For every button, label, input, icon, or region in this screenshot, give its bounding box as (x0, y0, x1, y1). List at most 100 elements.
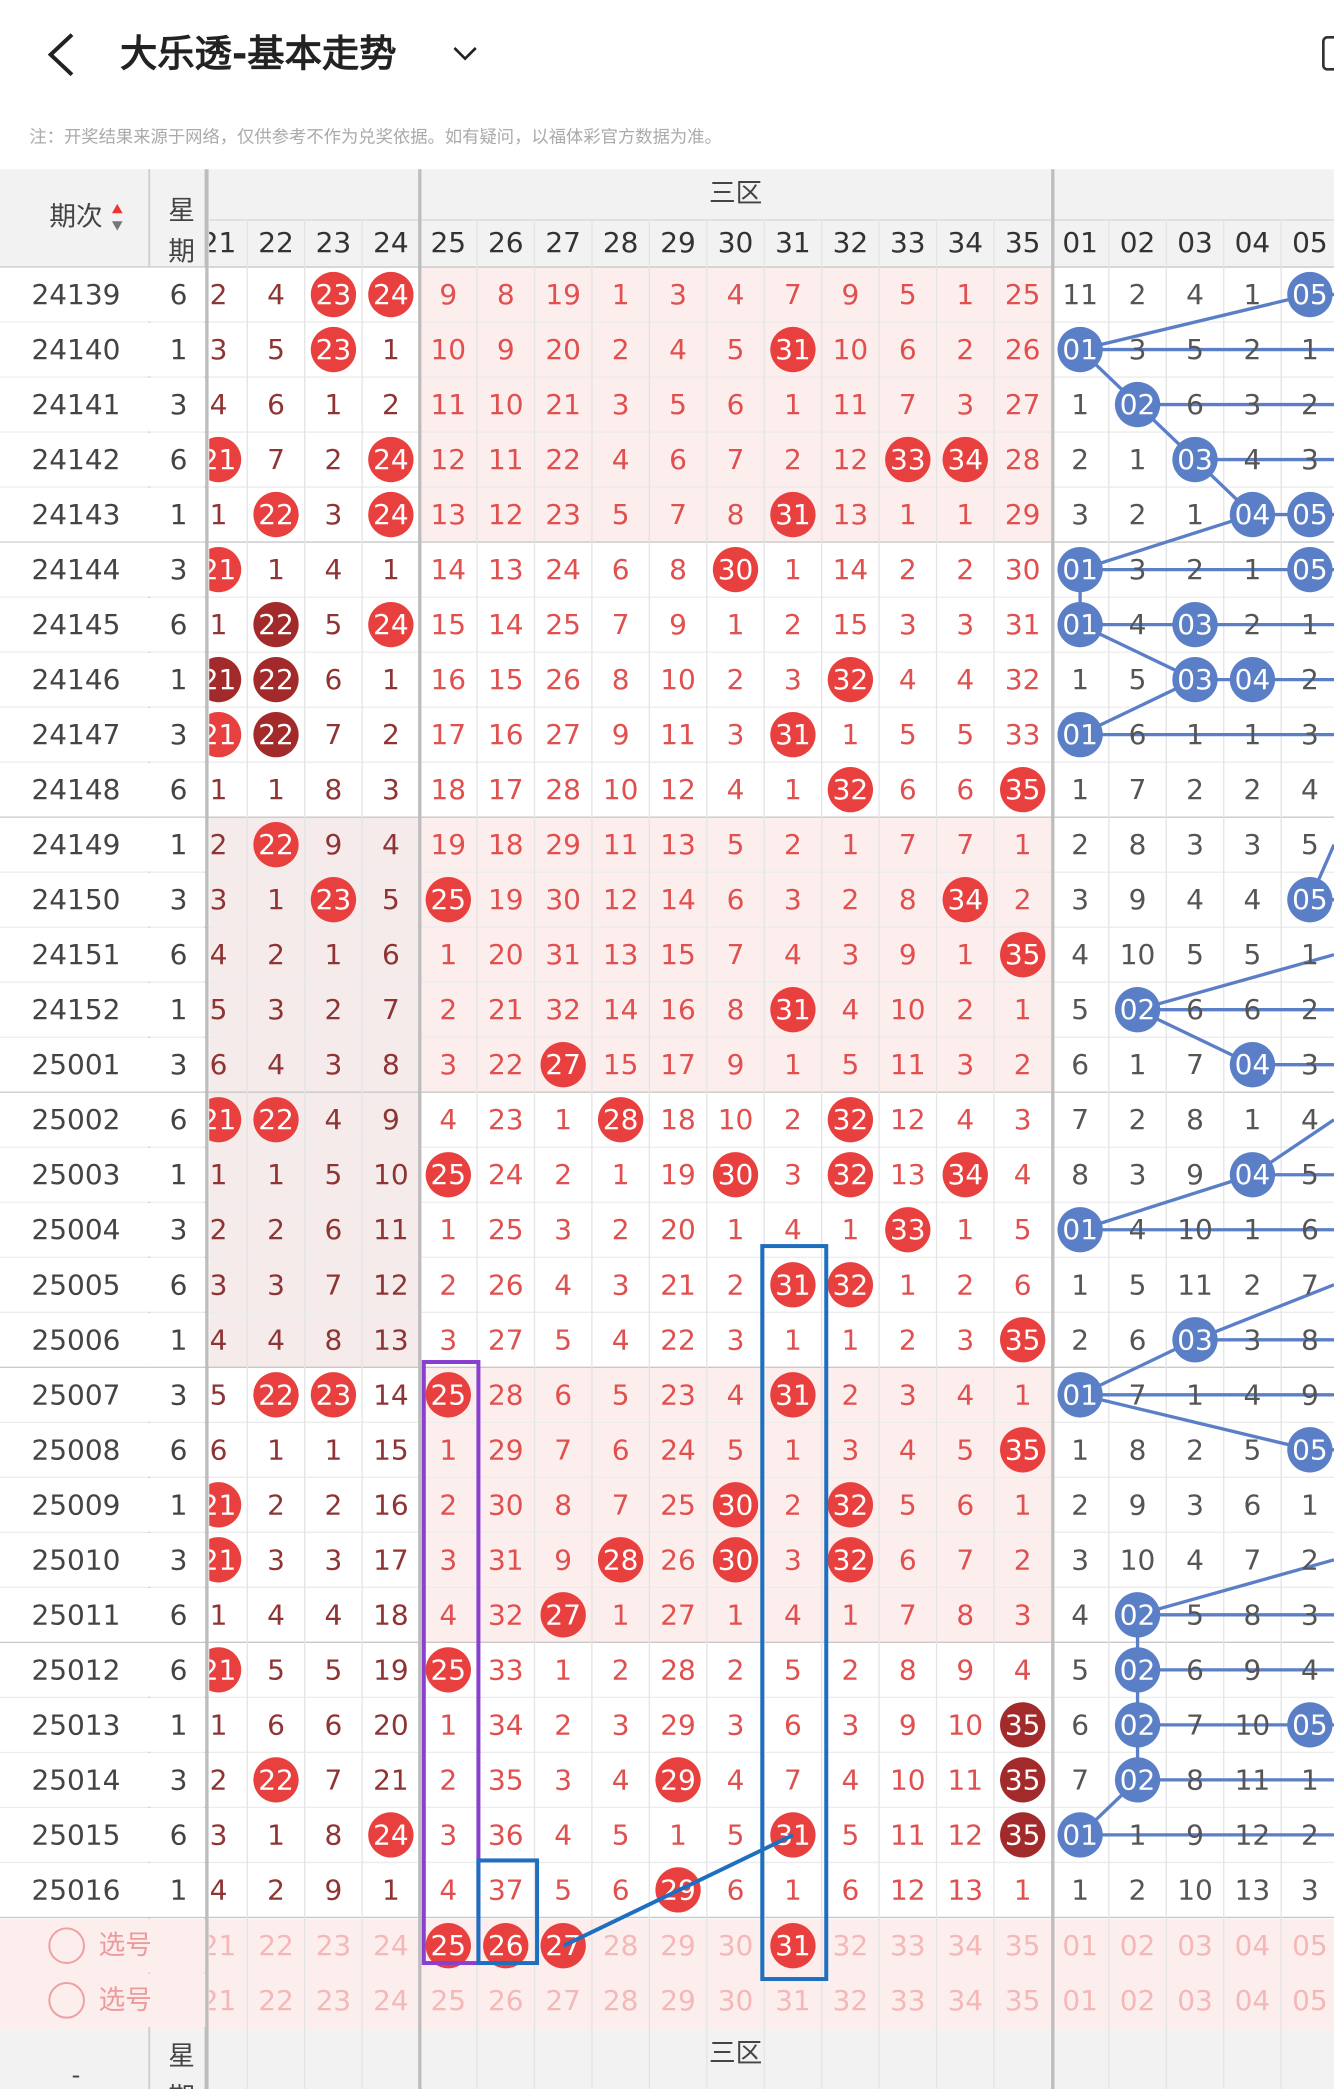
omission-count: 4 (1129, 1213, 1147, 1246)
hit-ball (770, 1812, 816, 1858)
omission-count: 11 (1235, 1763, 1271, 1796)
omission-count: 15 (488, 663, 524, 696)
omission-count: 9 (727, 1048, 745, 1081)
omission-count: 4 (1301, 1653, 1319, 1686)
omission-count: 16 (488, 718, 524, 751)
omission-count: 14 (833, 553, 869, 586)
hit-ball (1229, 1042, 1276, 1088)
hit-number: 01 (1062, 1378, 1098, 1411)
omission-count: 2 (1186, 1433, 1204, 1466)
select-radio[interactable] (48, 1927, 85, 1965)
select-number: 35 (1005, 1929, 1041, 1962)
omission-count: 2 (325, 993, 343, 1026)
select-number: 27 (545, 1984, 581, 2017)
omission-count: 10 (718, 1103, 754, 1136)
hit-ball (310, 326, 357, 373)
trend-link (1079, 513, 1253, 572)
omission-count: 4 (325, 553, 343, 586)
omission-count: 1 (210, 608, 228, 641)
omission-count: 5 (1071, 993, 1089, 1026)
footer-dash: - (72, 2061, 81, 2089)
omission-count: 4 (727, 278, 745, 311)
omission-count: 12 (488, 498, 524, 531)
omission-count: 6 (727, 1873, 745, 1906)
hit-number: 24 (373, 443, 409, 476)
omission-count: 1 (325, 388, 343, 421)
omission-count: 2 (1071, 1323, 1089, 1356)
omission-count: 10 (1120, 938, 1156, 971)
omission-count: 13 (660, 828, 696, 861)
row-band (209, 1312, 420, 1368)
omission-count: 2 (554, 1708, 572, 1741)
omission-count: 28 (488, 1378, 524, 1411)
omission-count: 6 (267, 1708, 285, 1741)
omission-count: 12 (373, 1268, 409, 1301)
hit-ball (209, 656, 242, 703)
omission-count: 9 (325, 1873, 343, 1906)
back-button[interactable] (47, 33, 74, 77)
hit-ball (1000, 932, 1046, 978)
hit-ball (1057, 1372, 1103, 1418)
omission-count: 6 (1301, 1213, 1319, 1246)
hit-number: 31 (775, 993, 811, 1026)
weekday: 1 (170, 663, 188, 696)
row-band (209, 1037, 420, 1093)
hit-ball (827, 1262, 874, 1308)
omission-count: 3 (554, 1763, 572, 1796)
omission-count: 6 (1071, 1048, 1089, 1081)
omission-count: 2 (841, 883, 859, 916)
hit-ball (1114, 987, 1161, 1033)
omission-count: 3 (382, 773, 400, 806)
omission-count: 7 (899, 388, 917, 421)
hit-number: 21 (201, 1488, 237, 1521)
hit-ball (253, 601, 299, 648)
omission-count: 7 (554, 1433, 572, 1466)
omission-count: 5 (325, 1653, 343, 1686)
period: 24143 (31, 498, 120, 531)
omission-count: 27 (488, 1323, 524, 1356)
hit-number: 05 (1292, 278, 1328, 311)
weekday: 3 (170, 883, 188, 916)
title-dropdown[interactable] (453, 47, 477, 61)
hit-ball (1287, 271, 1333, 318)
row-band (209, 927, 420, 983)
omission-count: 2 (727, 1268, 745, 1301)
omission-count: 1 (267, 1158, 285, 1191)
hit-ball (425, 1372, 471, 1418)
omission-count: 1 (554, 1653, 572, 1686)
hit-number: 02 (1120, 1708, 1156, 1741)
omission-count: 1 (554, 1103, 572, 1136)
period: 25007 (31, 1378, 120, 1411)
select-number: 01 (1062, 1984, 1098, 2017)
select-radio[interactable] (48, 1982, 85, 2019)
omission-count: 1 (1301, 608, 1319, 641)
omission-count: 3 (554, 1213, 572, 1246)
omission-count: 1 (1301, 1763, 1319, 1796)
omission-count: 2 (267, 1873, 285, 1906)
hit-number: 31 (775, 333, 811, 366)
hit-number: 32 (833, 663, 869, 696)
weekday: 6 (170, 278, 188, 311)
omission-count: 2 (439, 1268, 457, 1301)
omission-count: 1 (382, 333, 400, 366)
hit-number: 30 (718, 1488, 754, 1521)
omission-count: 4 (210, 388, 228, 421)
hit-ball (712, 1482, 759, 1528)
omission-count: 14 (373, 1378, 409, 1411)
top-icon[interactable] (1322, 36, 1334, 71)
omission-count: 33 (1005, 718, 1041, 751)
omission-count: 3 (899, 1378, 917, 1411)
hit-number: 21 (201, 718, 237, 751)
omission-count: 8 (727, 498, 745, 531)
select-number: 03 (1177, 1984, 1213, 2017)
omission-count: 2 (784, 1488, 802, 1521)
omission-count: 12 (890, 1103, 926, 1136)
omission-count: 2 (1301, 993, 1319, 1026)
hit-ball (597, 1097, 644, 1143)
hit-number: 02 (1120, 993, 1156, 1026)
omission-count: 3 (1071, 883, 1089, 916)
weekday: 1 (170, 1708, 188, 1741)
omission-count: 10 (890, 1763, 926, 1796)
omission-count: 15 (833, 608, 869, 641)
hit-ball (368, 491, 414, 538)
